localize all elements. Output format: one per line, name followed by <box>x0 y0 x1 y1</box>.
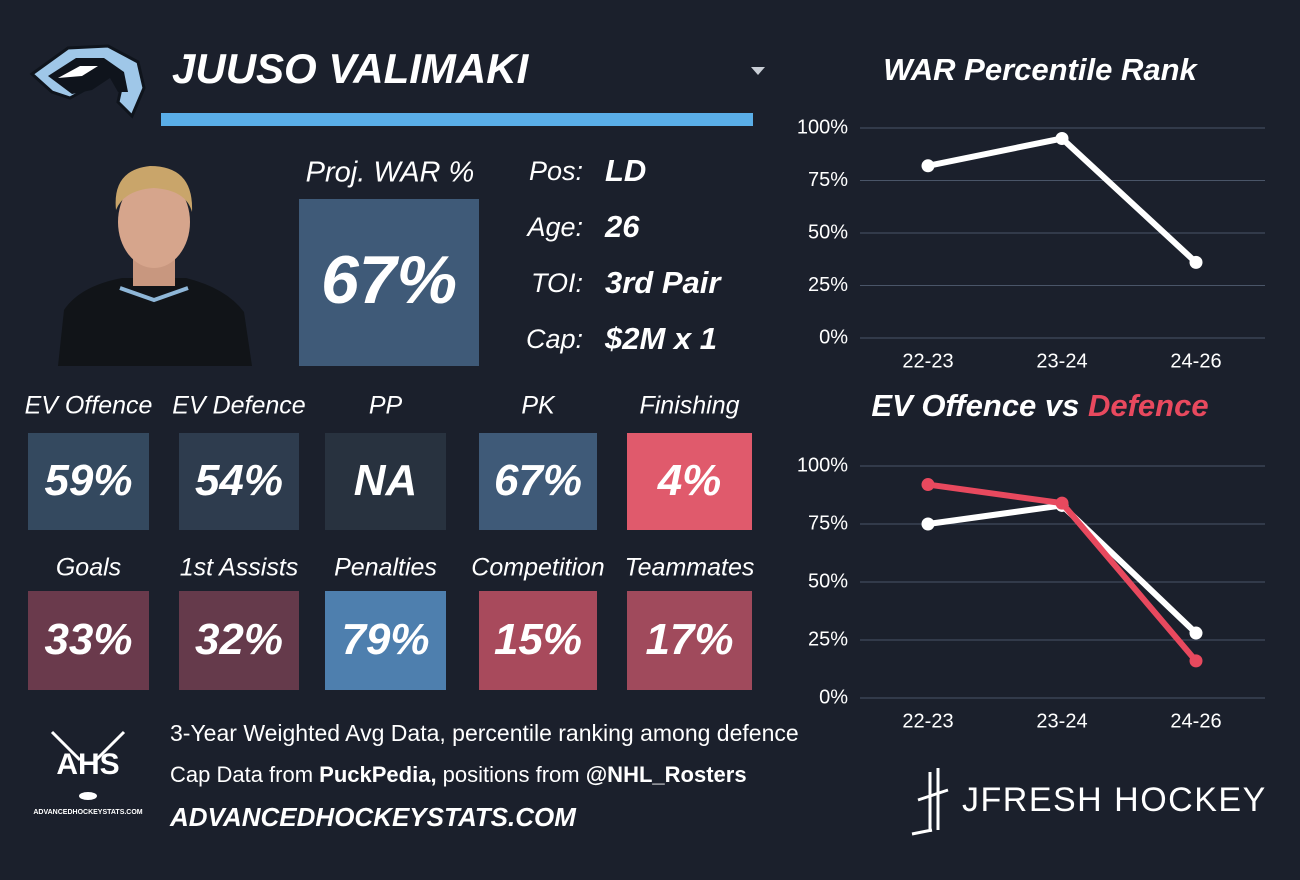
footer-site: ADVANCEDHOCKEYSTATS.COM <box>169 802 577 832</box>
y-tick-label: 100% <box>797 454 848 476</box>
bio-label: TOI: <box>531 268 583 298</box>
chart-title: WAR Percentile Rank <box>883 52 1198 87</box>
y-tick-label: 25% <box>808 628 848 650</box>
player-name: JUUSO VALIMAKI <box>172 45 530 92</box>
tile <box>627 433 752 530</box>
tile <box>28 433 149 530</box>
proj-war-tile <box>299 199 479 366</box>
tile <box>325 591 446 690</box>
tile-value: 4% <box>657 456 722 505</box>
tile-label: PP <box>369 392 403 420</box>
y-tick-label: 50% <box>808 221 848 243</box>
tile-label: 1st Assists <box>180 554 299 582</box>
tile-value: 17% <box>645 615 733 664</box>
tile <box>627 591 752 690</box>
data-point <box>1055 132 1069 145</box>
y-tick-label: 75% <box>808 512 848 534</box>
tile-value: 59% <box>44 456 132 505</box>
bio-value: LD <box>605 153 646 188</box>
data-point <box>1189 626 1203 640</box>
brand-text: JFRESH HOCKEY <box>962 781 1267 819</box>
dropdown-toggle[interactable] <box>751 67 765 75</box>
data-point <box>1055 496 1069 510</box>
name-underline <box>161 113 753 126</box>
tile-value: 79% <box>341 615 429 664</box>
tile-value: NA <box>354 456 418 505</box>
bio-label: Cap: <box>526 324 583 354</box>
ahs-logo-site: ADVANCEDHOCKEYSTATS.COM <box>33 809 142 816</box>
tile-value: 32% <box>195 615 283 664</box>
data-point <box>1189 654 1203 668</box>
y-tick-label: 0% <box>819 686 848 708</box>
credit-text: positions from <box>437 762 586 787</box>
proj-war-label: Proj. WAR % <box>306 157 475 189</box>
tile-label: Goals <box>56 554 121 582</box>
data-point <box>921 159 935 173</box>
tile <box>179 591 299 690</box>
ahs-logo: AHS ADVANCEDHOCKEYSTATS.COM <box>33 730 143 816</box>
tile <box>325 433 446 530</box>
tile-value: 33% <box>44 615 132 664</box>
y-tick-label: 25% <box>808 274 848 296</box>
tile <box>28 591 149 690</box>
tile-label: Penalties <box>334 554 437 582</box>
tile-label: EV Defence <box>172 392 305 420</box>
credit-source: @NHL_Rosters <box>586 762 747 787</box>
y-tick-label: 100% <box>797 116 848 138</box>
footer-credits: Cap Data from PuckPedia, positions from … <box>170 762 747 787</box>
player-photo <box>58 166 252 366</box>
y-tick-label: 0% <box>819 326 848 348</box>
bio-label: Age: <box>525 212 583 242</box>
tile <box>479 591 597 690</box>
x-tick-label: 22-23 <box>902 710 953 732</box>
data-point <box>921 478 935 492</box>
ahs-logo-text: AHS <box>56 748 119 781</box>
bio-value: $2M x 1 <box>604 321 717 356</box>
proj-war-value: 67% <box>321 242 457 318</box>
credit-text: Cap Data from <box>170 762 319 787</box>
tile-label: PK <box>521 392 556 420</box>
x-tick-label: 22-23 <box>902 350 953 372</box>
y-tick-label: 50% <box>808 570 848 592</box>
tile-label: Teammates <box>625 554 755 582</box>
x-tick-label: 23-24 <box>1036 350 1087 372</box>
series-line <box>927 135 1199 265</box>
chart-title-text: WAR Percentile Rank <box>883 52 1198 87</box>
bio-value: 26 <box>604 209 640 244</box>
bio-label: Pos: <box>529 156 583 186</box>
tile <box>479 433 597 530</box>
tile-value: 15% <box>494 615 582 664</box>
data-point <box>1189 255 1203 269</box>
x-tick-label: 23-24 <box>1036 710 1087 732</box>
tile-value: 54% <box>195 456 283 505</box>
credit-source: PuckPedia, <box>319 762 436 787</box>
chart-title-highlight: Defence <box>1088 388 1209 423</box>
chart-title: EV Offence vs Defence <box>871 388 1208 423</box>
tile-label: EV Offence <box>25 392 153 420</box>
jfresh-logo: JFRESH HOCKEY <box>911 768 1267 836</box>
tile <box>179 433 299 530</box>
y-tick-label: 75% <box>808 169 848 191</box>
x-tick-label: 24-26 <box>1170 350 1221 372</box>
tile-value: 67% <box>494 456 582 505</box>
chart-title-text: EV Offence vs <box>871 388 1088 423</box>
team-logo <box>29 44 146 119</box>
x-tick-label: 24-26 <box>1170 710 1221 732</box>
tile-label: Finishing <box>639 392 739 420</box>
bio-value: 3rd Pair <box>605 265 722 300</box>
data-point <box>921 517 935 531</box>
tile-label: Competition <box>471 554 604 582</box>
footer-note: 3-Year Weighted Avg Data, percentile ran… <box>170 720 799 746</box>
